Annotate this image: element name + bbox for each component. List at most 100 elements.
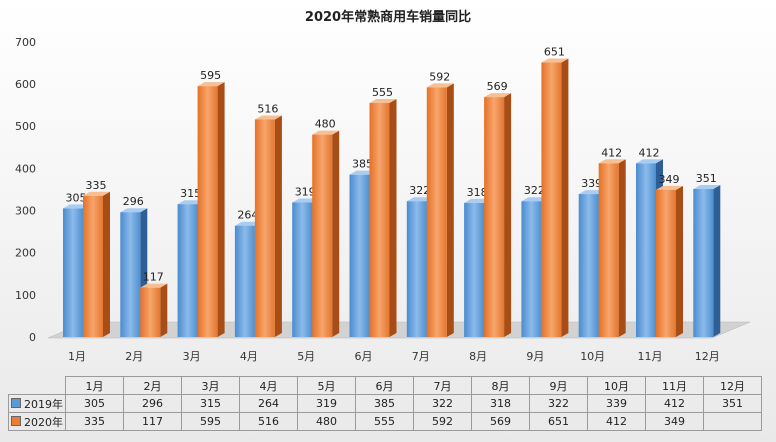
data-label: 592 [429, 70, 450, 83]
data-label: 595 [200, 69, 221, 82]
table-cell: 264 [239, 394, 298, 413]
table-cell: 296 [123, 394, 182, 413]
table-header-cell: 6月 [355, 376, 414, 395]
table-cell: 322 [529, 394, 588, 413]
table-row: 2020年 335 117 595 516 480 555 592 569 651 412 349 [8, 412, 762, 431]
table-cell: 335 [65, 412, 124, 431]
x-tick-label: 5月 [297, 350, 315, 363]
data-label: 315 [180, 187, 201, 200]
y-tick-label: 100 [15, 289, 36, 302]
x-tick-label: 9月 [526, 350, 544, 363]
table-header-cell: 9月 [529, 376, 588, 395]
data-label: 412 [639, 146, 660, 159]
table-cell: 555 [355, 412, 414, 431]
data-table: 1月 2月 3月 4月 5月 6月 7月 8月 9月 10月 11月 12月 2019年 305 296… [8, 376, 762, 431]
data-label: 322 [409, 184, 430, 197]
data-label: 385 [352, 158, 373, 171]
x-tick-label: 6月 [355, 350, 373, 363]
table-header-cell: 5月 [297, 376, 356, 395]
table-cell: 339 [587, 394, 646, 413]
legend-2019: 2019年 [8, 394, 66, 413]
table-cell: 315 [181, 394, 240, 413]
data-label: 412 [601, 146, 622, 159]
y-tick-label: 400 [15, 162, 36, 175]
data-label: 569 [487, 80, 508, 93]
chart-plot: 2020年常熟商用车销量同比 0 100 200 300 400 500 600 700 30… [15, 9, 751, 363]
bar-2019-12 [693, 185, 721, 337]
data-label: 322 [524, 184, 545, 197]
table-cell: 117 [123, 412, 182, 431]
table-cell: 322 [413, 394, 472, 413]
table-cell: 592 [413, 412, 472, 431]
data-label: 117 [143, 271, 164, 284]
table-corner [8, 376, 66, 395]
data-label: 651 [544, 46, 565, 59]
data-label: 555 [372, 86, 393, 99]
x-tick-label: 2月 [125, 350, 143, 363]
bar-2020-8 [484, 93, 512, 338]
data-label: 516 [257, 102, 278, 115]
data-label: 480 [315, 118, 336, 131]
y-tick-label: 0 [29, 331, 36, 344]
table-header-cell: 7月 [413, 376, 472, 395]
data-label: 319 [295, 186, 316, 199]
table-cell: 412 [645, 394, 704, 413]
x-tick-label: 3月 [183, 350, 201, 363]
x-tick-label: 4月 [240, 350, 258, 363]
table-cell: 569 [471, 412, 530, 431]
y-tick-label: 700 [15, 36, 36, 49]
table-header-cell: 12月 [703, 376, 762, 395]
bar-2020-6 [369, 99, 397, 338]
data-label: 339 [581, 177, 602, 190]
table-cell: 516 [239, 412, 298, 431]
bar-2020-2 [140, 283, 168, 337]
table-header-row: 1月 2月 3月 4月 5月 6月 7月 8月 9月 10月 11月 12月 [8, 376, 762, 395]
table-cell [703, 412, 762, 431]
table-header-cell: 1月 [65, 376, 124, 395]
y-tick-label: 500 [15, 120, 36, 133]
data-label: 318 [467, 186, 488, 199]
table-header-cell: 4月 [239, 376, 298, 395]
bar-2020-1 [83, 191, 110, 337]
bar-2020-11 [656, 185, 683, 337]
table-cell: 385 [355, 394, 414, 413]
bar-2020-3 [197, 82, 225, 337]
table-header-cell: 3月 [181, 376, 240, 395]
y-tick-label: 600 [15, 78, 36, 91]
chart-title: 2020年常熟商用车销量同比 [305, 9, 471, 25]
table-cell: 318 [471, 394, 530, 413]
table-cell: 412 [587, 412, 646, 431]
bar-2020-5 [312, 130, 340, 337]
table-header-cell: 10月 [587, 376, 646, 395]
legend-2020: 2020年 [8, 412, 66, 431]
x-tick-label: 11月 [638, 350, 663, 363]
x-tick-label: 7月 [412, 350, 430, 363]
bar-2020-9 [541, 58, 569, 338]
table-header-cell: 2月 [123, 376, 182, 395]
bar-2020-4 [254, 115, 282, 337]
x-tick-label: 10月 [580, 350, 605, 363]
legend-label-2019: 2019年 [24, 397, 63, 411]
data-label: 349 [659, 173, 680, 186]
y-tick-label: 200 [15, 247, 36, 260]
bar-2020-7 [426, 83, 454, 337]
x-tick-label: 8月 [469, 350, 487, 363]
data-label: 351 [696, 172, 717, 185]
x-tick-label: 1月 [68, 350, 86, 363]
x-tick-label: 12月 [695, 350, 720, 363]
table-cell: 349 [645, 412, 704, 431]
table-cell: 651 [529, 412, 588, 431]
table-header-cell: 8月 [471, 376, 530, 395]
table-cell: 480 [297, 412, 356, 431]
legend-swatch-2020 [11, 415, 21, 426]
table-cell: 319 [297, 394, 356, 413]
table-cell: 351 [703, 394, 762, 413]
table-cell: 595 [181, 412, 240, 431]
data-label: 305 [66, 191, 87, 204]
bar-2020-10 [598, 159, 626, 337]
table-cell: 305 [65, 394, 124, 413]
table-row: 2019年 305 296 315 264 319 385 322 318 322 339 412 3… [8, 394, 762, 413]
legend-label-2020: 2020年 [24, 415, 63, 429]
legend-swatch-2019 [11, 397, 21, 408]
